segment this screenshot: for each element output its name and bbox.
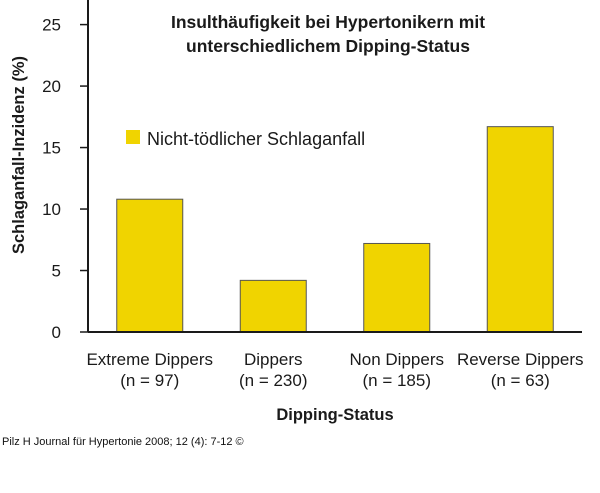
bars-layer bbox=[116, 126, 554, 333]
y-tick-label: 10 bbox=[42, 200, 61, 219]
source-citation: Pilz H Journal für Hypertonie 2008; 12 (… bbox=[2, 436, 244, 448]
bar-dippers bbox=[239, 279, 307, 333]
bar-extreme-dippers bbox=[116, 198, 184, 333]
chart-title: Insulthäufigkeit bei Hypertonikern mit u… bbox=[171, 12, 485, 56]
y-tick-label: 5 bbox=[52, 262, 61, 281]
y-tick-label: 20 bbox=[42, 77, 61, 96]
y-tick-label: 15 bbox=[42, 139, 61, 158]
y-ticks-layer: 0 5 10 15 20 25 bbox=[42, 16, 88, 342]
x-category-label: Dippers bbox=[244, 350, 303, 369]
x-categories-layer: Extreme Dippers (n = 97) Dippers (n = 230) N… bbox=[86, 350, 583, 390]
bar-non-dippers bbox=[363, 242, 431, 333]
x-category-n-label: (n = 230) bbox=[239, 371, 308, 390]
legend: Nicht-tödlicher Schlaganfall bbox=[126, 129, 365, 149]
chart-title-line-1: Insulthäufigkeit bei Hypertonikern mit bbox=[171, 12, 485, 32]
y-tick-label: 0 bbox=[52, 323, 61, 342]
x-category-label: Reverse Dippers bbox=[457, 350, 584, 369]
y-axis-title: Schlaganfall-Inzidenz (%) bbox=[10, 56, 28, 254]
chart-title-line-2: unterschiedlichem Dipping-Status bbox=[186, 36, 470, 56]
x-category-n-label: (n = 63) bbox=[491, 371, 550, 390]
legend-swatch bbox=[126, 130, 140, 144]
bar-reverse-dippers bbox=[486, 126, 554, 333]
y-tick-label: 25 bbox=[42, 16, 61, 35]
x-category-n-label: (n = 97) bbox=[120, 371, 179, 390]
x-category-n-label: (n = 185) bbox=[362, 371, 431, 390]
legend-label: Nicht-tödlicher Schlaganfall bbox=[147, 129, 365, 149]
x-category-label: Extreme Dippers bbox=[86, 350, 213, 369]
x-axis-title: Dipping-Status bbox=[276, 406, 393, 424]
x-category-label: Non Dippers bbox=[350, 350, 445, 369]
